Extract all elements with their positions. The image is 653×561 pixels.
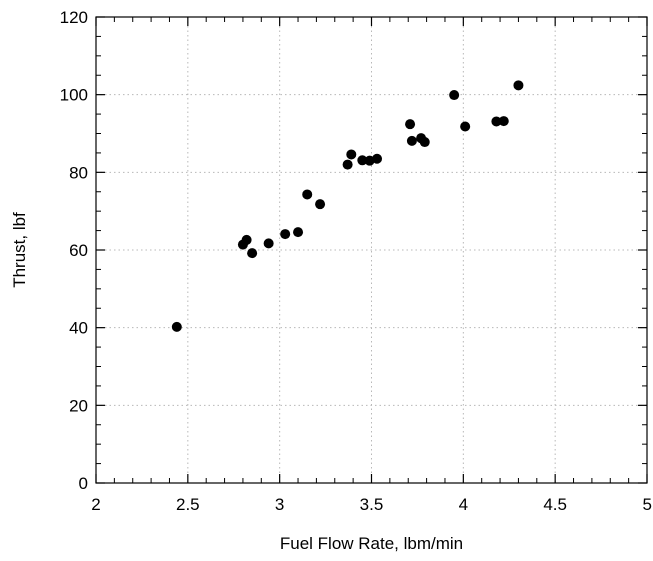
- data-point: [372, 153, 383, 164]
- data-point: [419, 137, 430, 148]
- y-tick-label: 80: [69, 163, 88, 182]
- data-point: [357, 155, 368, 166]
- x-tick-label: 2.5: [176, 495, 200, 514]
- data-point: [405, 119, 416, 130]
- data-point: [263, 238, 274, 249]
- x-tick-label: 4: [459, 495, 468, 514]
- x-tick-labels: 2 2.5 3 3.5 4 4.5 5: [91, 495, 652, 514]
- data-point: [247, 248, 258, 259]
- y-tick-label: 20: [69, 396, 88, 415]
- data-point: [513, 80, 524, 91]
- x-axis-title: Fuel Flow Rate, lbm/min: [280, 534, 463, 553]
- data-point: [460, 121, 471, 132]
- axis-ticks: [95, 16, 648, 484]
- y-tick-label: 120: [60, 8, 88, 27]
- x-tick-label: 3.5: [360, 495, 384, 514]
- x-tick-label: 3: [275, 495, 284, 514]
- data-point: [241, 234, 252, 245]
- y-axis-title: Thrust, lbf: [10, 212, 29, 288]
- data-point: [342, 159, 353, 170]
- grid-lines: [96, 17, 647, 483]
- y-tick-labels: 0 20 40 60 80 100 120: [60, 8, 88, 493]
- data-points: [171, 80, 524, 332]
- y-tick-label: 0: [79, 474, 88, 493]
- data-point: [171, 321, 182, 332]
- data-point: [449, 90, 460, 101]
- x-tick-label: 4.5: [543, 495, 567, 514]
- data-point: [498, 116, 509, 127]
- y-tick-label: 40: [69, 319, 88, 338]
- data-point: [491, 116, 502, 127]
- x-tick-label: 2: [91, 495, 100, 514]
- y-tick-label: 60: [69, 241, 88, 260]
- data-point: [406, 135, 417, 146]
- data-point: [315, 199, 326, 210]
- y-tick-label: 100: [60, 86, 88, 105]
- x-tick-label: 5: [643, 495, 652, 514]
- data-point: [302, 189, 313, 200]
- data-point: [280, 229, 291, 240]
- data-point: [346, 149, 357, 160]
- data-point: [293, 227, 304, 238]
